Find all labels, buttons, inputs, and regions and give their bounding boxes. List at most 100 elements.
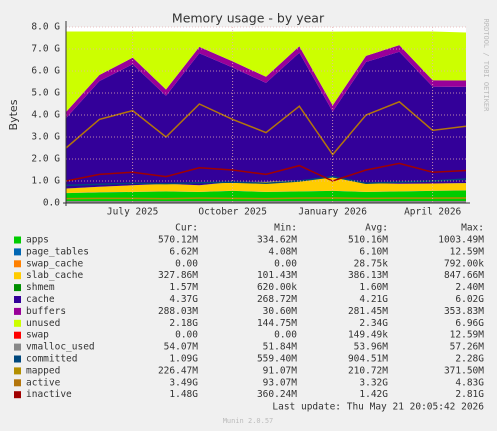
last-update: Last update: Thu May 21 20:05:42 2026 <box>272 402 484 413</box>
legend-avg: 6.10M <box>359 246 388 257</box>
legend-swatch <box>14 296 21 303</box>
legend-avg: 149.49k <box>348 330 388 341</box>
legend-swatch <box>14 272 21 280</box>
legend-label: shmem <box>26 282 55 293</box>
legend-max: 2.40M <box>455 282 484 293</box>
legend-cur: 0.00 <box>175 330 198 341</box>
legend-label: swap <box>26 330 49 341</box>
legend-avg: 28.75k <box>354 258 389 269</box>
legend-swatch <box>14 319 21 327</box>
line <box>65 100 467 156</box>
legend-cur: 3.49G <box>169 377 198 388</box>
line <box>65 197 467 200</box>
legend-min: 91.07M <box>263 365 298 376</box>
legend-swatch <box>14 236 21 244</box>
side-text: RRDTOOL / TOBI OETIKER <box>482 19 490 113</box>
legend-avg: 1.60M <box>359 282 388 293</box>
legend-cur: 1.48G <box>169 389 198 400</box>
legend-max: 6.02G <box>455 294 484 305</box>
legend-label: unused <box>26 318 60 329</box>
legend-header: Cur: <box>175 223 198 234</box>
legend-cur: 226.47M <box>158 365 198 376</box>
y-tick-label: 5.0 G <box>31 88 60 99</box>
line <box>65 162 467 182</box>
legend-label: slab_cache <box>26 270 83 281</box>
legend-min: 620.00k <box>257 282 297 293</box>
legend-avg: 3.32G <box>359 377 388 388</box>
legend-swatch <box>14 248 21 256</box>
y-tick-label: 3.0 G <box>31 132 60 143</box>
x-tick-label: October 2025 <box>198 207 267 218</box>
legend-min: 0.00 <box>274 258 297 269</box>
legend-min: 0.00 <box>274 330 297 341</box>
legend-max: 12.59M <box>450 246 485 257</box>
legend-min: 559.40M <box>257 354 297 365</box>
y-axis-label: Bytes <box>7 99 20 130</box>
legend-avg: 904.51M <box>348 354 388 365</box>
x-tick-label: July 2025 <box>107 207 158 218</box>
legend-cur: 1.09G <box>169 354 198 365</box>
legend-label: cache <box>26 294 55 305</box>
legend-min: 51.84M <box>263 342 298 353</box>
y-tick-label: 6.0 G <box>31 66 60 77</box>
legend-label: buffers <box>26 306 66 317</box>
legend-swatch <box>14 355 21 363</box>
y-tick-label: 7.0 G <box>31 44 60 55</box>
legend-avg: 210.72M <box>348 365 388 376</box>
area <box>66 190 466 194</box>
legend-avg: 281.45M <box>348 306 388 317</box>
x-tick-label: April 2026 <box>404 207 461 218</box>
y-tick-label: 1.0 G <box>31 176 60 187</box>
y-tick-label: 2.0 G <box>31 154 60 165</box>
legend-min: 30.60M <box>263 306 298 317</box>
legend-label: apps <box>26 235 49 246</box>
legend-swatch <box>14 367 21 375</box>
legend-max: 2.28G <box>455 354 484 365</box>
y-tick-label: 8.0 G <box>31 22 60 33</box>
legend-avg: 510.16M <box>348 235 388 246</box>
legend-avg: 386.13M <box>348 270 388 281</box>
legend-cur: 327.86M <box>158 270 198 281</box>
legend-header: Min: <box>274 223 297 234</box>
area <box>66 51 466 189</box>
area <box>66 190 466 203</box>
legend-min: 93.07M <box>263 377 298 388</box>
legend-label: vmalloc_used <box>26 342 95 353</box>
legend-cur: 288.03M <box>158 306 198 317</box>
legend-max: 6.96G <box>455 318 484 329</box>
legend-swatch <box>14 331 21 339</box>
y-tick-label: 0.0 <box>43 198 60 209</box>
legend-min: 268.72M <box>257 294 297 305</box>
legend-cur: 54.07M <box>164 342 199 353</box>
legend-label: inactive <box>26 389 72 400</box>
legend-avg: 2.34G <box>359 318 388 329</box>
legend-max: 847.66M <box>444 270 484 281</box>
legend-max: 57.26M <box>450 342 485 353</box>
legend-max: 12.59M <box>450 330 485 341</box>
legend-avg: 4.21G <box>359 294 388 305</box>
legend-cur: 4.37G <box>169 294 198 305</box>
y-tick-label: 4.0 G <box>31 110 60 121</box>
legend-swatch <box>14 379 21 387</box>
legend-avg: 1.42G <box>359 389 388 400</box>
legend-label: committed <box>26 354 77 365</box>
legend-max: 371.50M <box>444 365 484 376</box>
legend-cur: 1.57M <box>169 282 198 293</box>
footer: Munin 2.0.57 <box>223 417 274 425</box>
legend-avg: 53.96M <box>354 342 389 353</box>
chart-title: Memory usage - by year <box>172 11 325 26</box>
legend-cur: 0.00 <box>175 258 198 269</box>
legend-swatch <box>14 391 21 399</box>
legend-max: 792.00k <box>444 258 484 269</box>
legend-cur: 2.18G <box>169 318 198 329</box>
legend-min: 360.24M <box>257 389 297 400</box>
legend-cur: 570.12M <box>158 235 198 246</box>
legend-max: 4.83G <box>455 377 484 388</box>
legend-min: 4.08M <box>268 246 297 257</box>
area <box>66 31 466 112</box>
legend-min: 334.62M <box>257 235 297 246</box>
area <box>66 45 466 119</box>
area <box>66 177 466 193</box>
legend-max: 353.83M <box>444 306 484 317</box>
